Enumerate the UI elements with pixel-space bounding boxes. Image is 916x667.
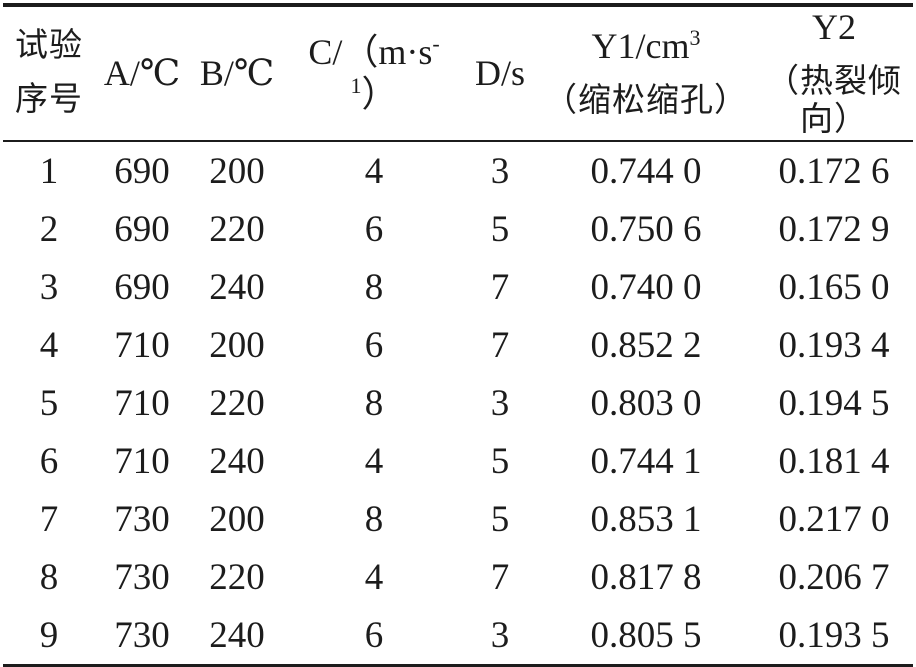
cell-factor-c: 6 [364,208,384,250]
cell-factor-b: 220 [209,382,265,424]
cell-trial-no: 1 [39,150,59,192]
header-factor-c: C/（m·s-1） [285,5,463,141]
cell-response-y1: 0.740 0 [590,266,702,308]
cell-factor-d: 5 [490,440,510,482]
cell-response-y2: 0.165 0 [778,266,890,308]
cell-trial-no: 4 [39,324,59,366]
cell-factor-c: 6 [364,614,384,656]
header-row: 试验 序号 A/℃ B/℃ C/（m·s-1） D/s Y1/cm3 （缩松缩孔… [3,5,913,142]
cell-factor-c: 8 [364,382,384,424]
header-y2-label: Y2 [812,7,856,47]
cell-factor-b: 200 [209,324,265,366]
cell-trial-no: 2 [39,208,59,250]
cell-factor-a: 710 [114,440,170,482]
table-row: 7 730 200 8 5 0.853 1 0.217 0 [3,490,913,548]
cell-response-y2: 0.181 4 [778,440,890,482]
cell-response-y2: 0.217 0 [778,498,890,540]
cell-trial-no: 8 [39,556,59,598]
cell-factor-b: 200 [209,150,265,192]
cell-trial-no: 6 [39,440,59,482]
cell-trial-no: 7 [39,498,59,540]
table-row: 2 690 220 6 5 0.750 6 0.172 9 [3,200,913,258]
table-body: 1 690 200 4 3 0.744 0 0.172 6 2 690 220 … [3,141,913,666]
cell-response-y1: 0.817 8 [590,556,702,598]
cell-response-y2: 0.194 5 [778,382,890,424]
cell-factor-b: 220 [209,556,265,598]
cell-factor-a: 710 [114,324,170,366]
cell-trial-no: 9 [39,614,59,656]
cell-response-y2: 0.172 6 [778,150,890,192]
cell-factor-d: 5 [490,498,510,540]
cell-response-y1: 0.744 0 [590,150,702,192]
header-response-y1: Y1/cm3 （缩松缩孔） [537,5,755,141]
cell-factor-b: 200 [209,498,265,540]
header-y1-unit: Y1/cm3 [591,24,701,66]
cell-factor-b: 240 [209,266,265,308]
cell-response-y1: 0.805 5 [590,614,702,656]
cell-factor-a: 690 [114,266,170,308]
cell-response-y2: 0.172 9 [778,208,890,250]
cell-trial-no: 5 [39,382,59,424]
cell-response-y1: 0.852 2 [590,324,702,366]
cell-factor-c: 6 [364,324,384,366]
table-header: 试验 序号 A/℃ B/℃ C/（m·s-1） D/s Y1/cm3 （缩松缩孔… [3,5,913,142]
header-factor-c-exponent: -1 [350,31,440,98]
cell-factor-b: 240 [209,614,265,656]
cell-factor-a: 730 [114,556,170,598]
cell-factor-c: 8 [364,498,384,540]
cell-factor-d: 3 [490,382,510,424]
header-y1-exponent: 3 [689,24,701,50]
cell-factor-c: 8 [364,266,384,308]
cell-factor-c: 4 [364,556,384,598]
cell-factor-a: 690 [114,208,170,250]
cell-response-y1: 0.744 1 [590,440,702,482]
cell-response-y1: 0.750 6 [590,208,702,250]
header-trial-no-line2: 序号 [15,81,83,118]
cell-factor-d: 7 [490,266,510,308]
header-y2-subtitle: （热裂倾向） [766,64,902,139]
cell-factor-d: 5 [490,208,510,250]
cell-factor-b: 240 [209,440,265,482]
header-trial-no: 试验 序号 [3,5,95,141]
header-factor-a: A/℃ [103,52,181,93]
header-factor-b: B/℃ [199,52,275,93]
header-trial-no-line1: 试验 [15,27,83,64]
table-row: 8 730 220 4 7 0.817 8 0.206 7 [3,548,913,606]
table-row: 6 710 240 4 5 0.744 1 0.181 4 [3,432,913,490]
table-row: 5 710 220 8 3 0.803 0 0.194 5 [3,374,913,432]
header-factor-d: D/s [474,52,525,93]
header-factor-c-prefix: C/（m·s [308,32,433,73]
cell-factor-d: 7 [490,324,510,366]
cell-factor-a: 690 [114,150,170,192]
cell-factor-c: 4 [364,440,384,482]
cell-trial-no: 3 [39,266,59,308]
header-factor-c-suffix: ） [361,73,398,114]
table-row: 1 690 200 4 3 0.744 0 0.172 6 [3,141,913,200]
cell-factor-a: 730 [114,614,170,656]
cell-factor-d: 7 [490,556,510,598]
cell-factor-d: 3 [490,614,510,656]
cell-response-y2: 0.193 4 [778,324,890,366]
table-row: 4 710 200 6 7 0.852 2 0.193 4 [3,316,913,374]
cell-factor-d: 3 [490,150,510,192]
header-y1-subtitle: （缩松缩孔） [544,83,748,120]
cell-response-y1: 0.853 1 [590,498,702,540]
table-row: 9 730 240 6 3 0.805 5 0.193 5 [3,606,913,666]
orthogonal-experiment-table: 试验 序号 A/℃ B/℃ C/（m·s-1） D/s Y1/cm3 （缩松缩孔… [3,3,913,667]
cell-factor-a: 710 [114,382,170,424]
cell-response-y2: 0.206 7 [778,556,890,598]
cell-factor-c: 4 [364,150,384,192]
cell-response-y1: 0.803 0 [590,382,702,424]
cell-response-y2: 0.193 5 [778,614,890,656]
header-response-y2: Y2 （热裂倾向） [755,5,913,141]
cell-factor-a: 730 [114,498,170,540]
table-row: 3 690 240 8 7 0.740 0 0.165 0 [3,258,913,316]
cell-factor-b: 220 [209,208,265,250]
